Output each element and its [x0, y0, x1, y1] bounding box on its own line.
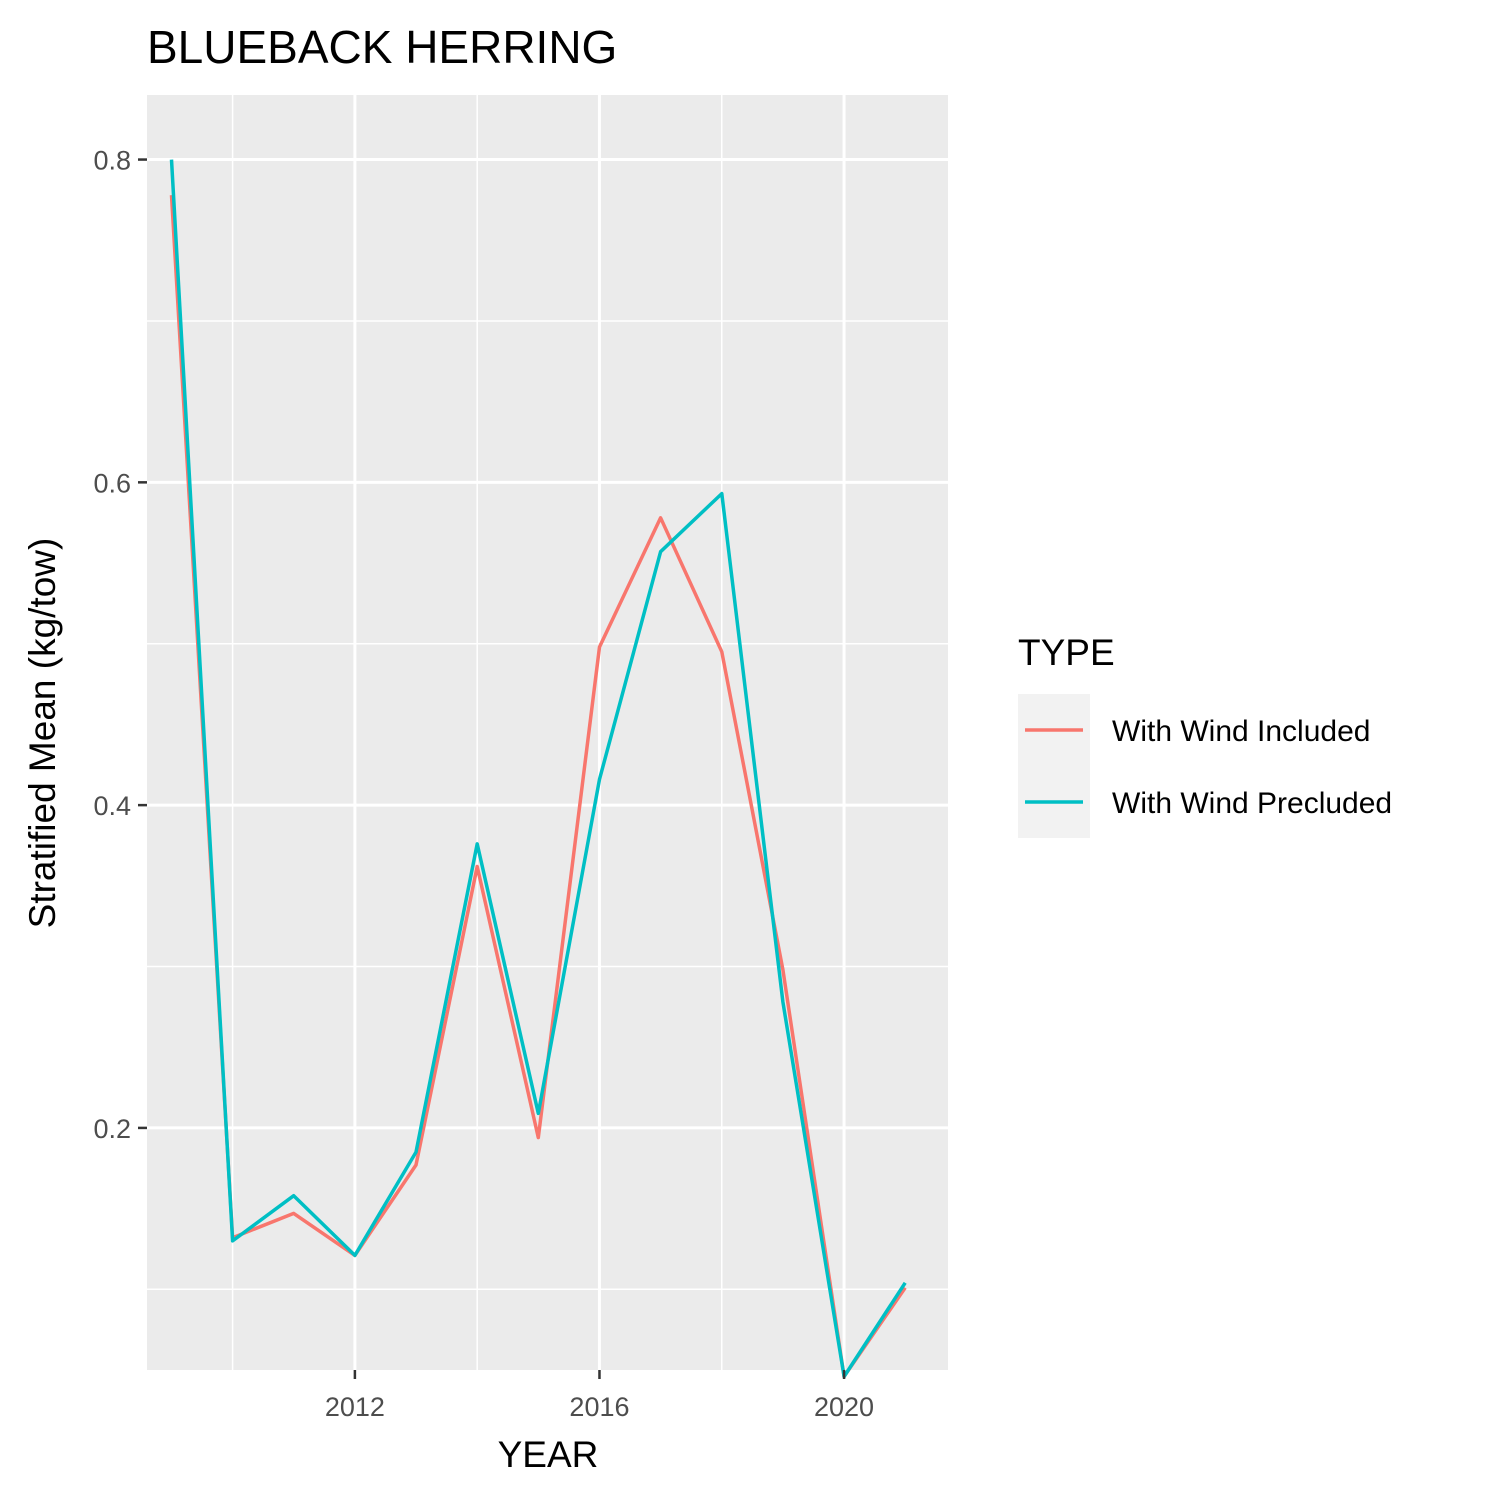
- y-axis: 0.2 0.4 0.6 0.8: [93, 146, 147, 1144]
- y-tick-label: 0.4: [93, 791, 131, 821]
- y-axis-title: Stratified Mean (kg/tow): [22, 538, 63, 929]
- major-gridlines: [147, 95, 948, 1370]
- legend-title: TYPE: [1018, 632, 1115, 673]
- x-tick-label: 2020: [814, 1392, 874, 1422]
- x-axis-title: YEAR: [498, 1434, 599, 1475]
- plot-panel: [147, 95, 948, 1370]
- legend-label: With Wind Included: [1112, 715, 1370, 748]
- legend: TYPE With Wind Included With Wind Preclud…: [1018, 632, 1392, 838]
- legend-key-background: [1018, 694, 1090, 838]
- y-tick-label: 0.2: [93, 1114, 131, 1144]
- x-axis: 2012 2016 2020: [325, 1370, 874, 1422]
- y-tick-label: 0.6: [93, 468, 131, 498]
- chart-title: BLUEBACK HERRING: [147, 21, 617, 73]
- x-tick-label: 2016: [569, 1392, 629, 1422]
- y-tick-label: 0.8: [93, 146, 131, 176]
- minor-gridlines: [147, 95, 948, 1370]
- legend-label: With Wind Precluded: [1112, 787, 1392, 820]
- series-line-with-wind-included: [169, 194, 907, 1379]
- x-tick-label: 2012: [325, 1392, 385, 1422]
- series-line-with-wind-precluded: [169, 159, 907, 1379]
- series-lines: [169, 159, 907, 1379]
